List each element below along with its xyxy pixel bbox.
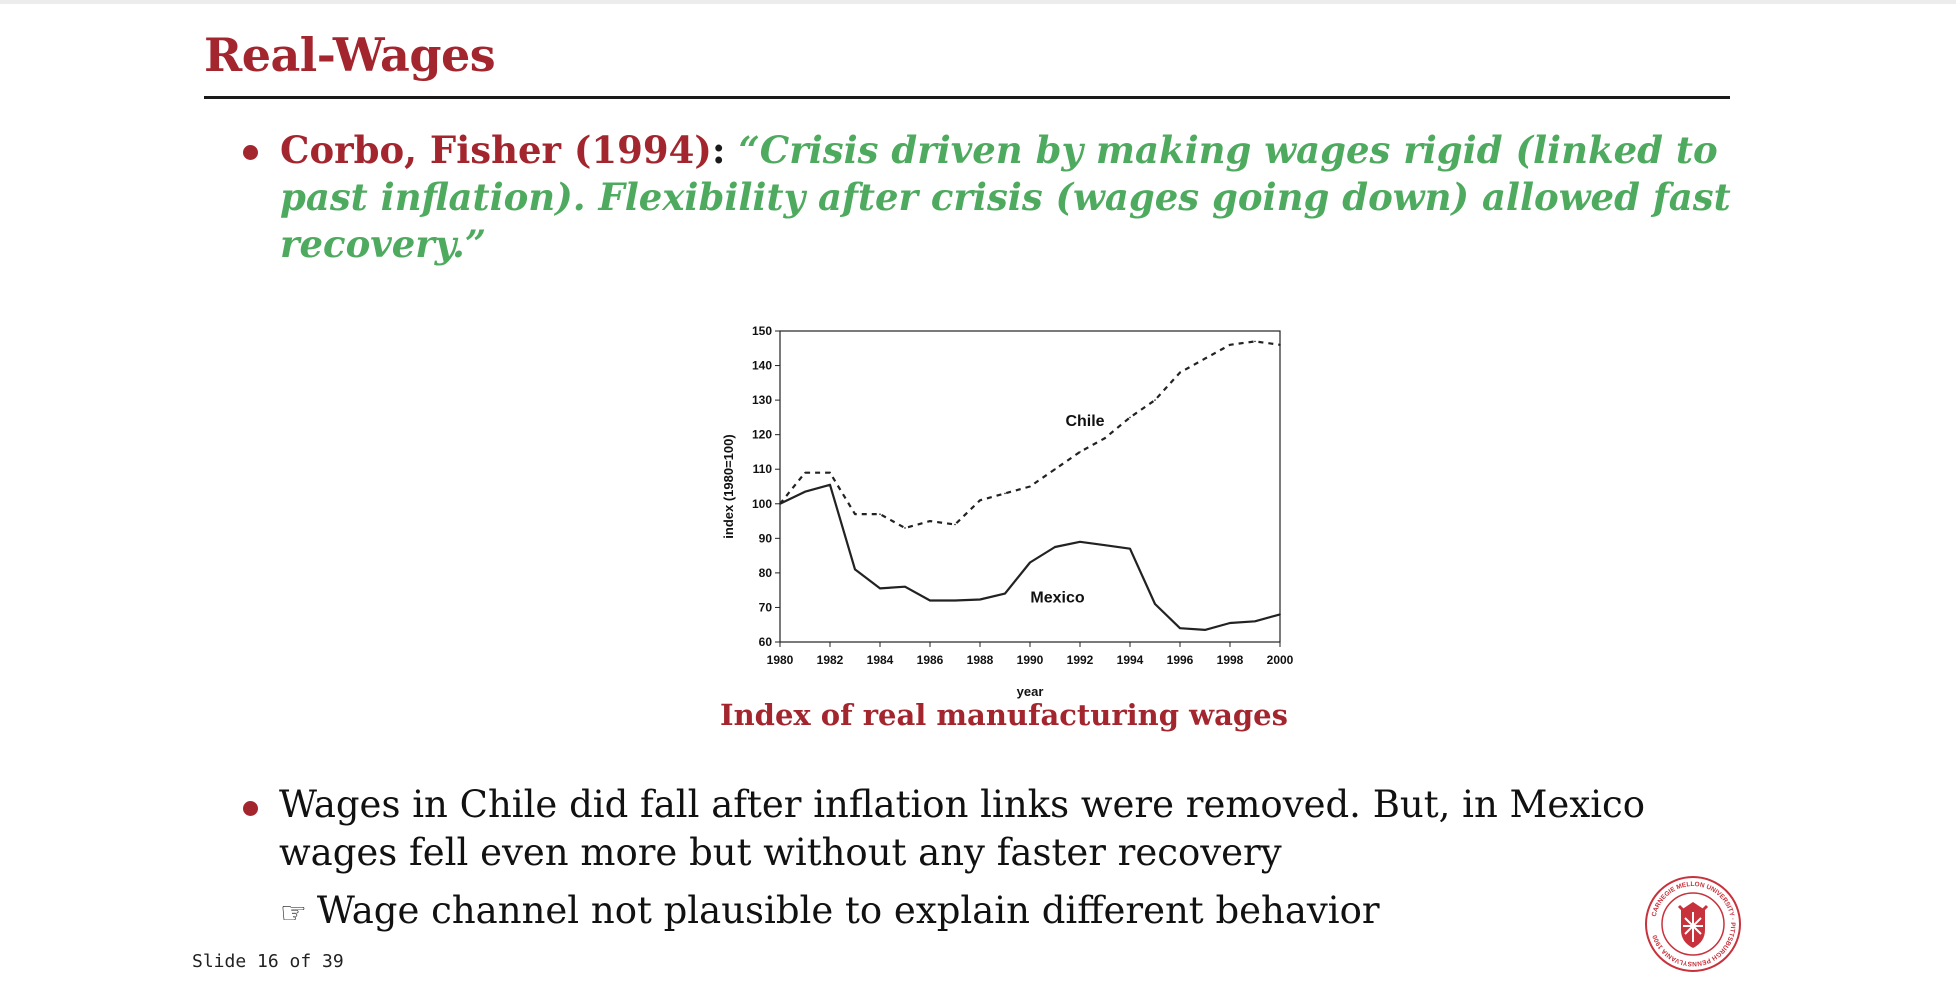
y-tick-label: 110 [753,462,773,476]
x-tick-label: 1992 [1067,653,1094,667]
chart-caption: Index of real manufacturing wages [720,698,1288,732]
data-point-mexico [929,599,931,602]
data-point-mexico [779,502,781,505]
data-point-chile [1029,485,1031,488]
data-point-chile [1254,340,1256,343]
slide-title: Real-Wages [204,28,496,82]
series-label-chile: Chile [1065,413,1104,430]
data-point-chile [879,513,881,515]
bullet-2: Wages in Chile did fall after inflation … [279,783,1646,874]
data-point-mexico [829,483,831,486]
bullet-1: Corbo, Fisher (1994): “Crisis driven by … [280,127,1740,268]
x-tick-label: 1988 [967,653,994,667]
x-tick-label: 1980 [767,653,794,667]
data-point-mexico [1229,622,1231,624]
y-tick-label: 130 [752,393,772,407]
data-point-chile [1079,451,1081,453]
x-tick-label: 1984 [867,653,894,667]
carnegie-mellon-seal-icon: CARNEGIE MELLON UNIVERSITY · PITTSBURGH … [1645,876,1741,972]
y-tick-label: 70 [759,600,773,614]
data-point-chile [1154,399,1156,401]
data-point-mexico [1104,544,1106,547]
title-divider [204,96,1730,99]
data-point-chile [1204,357,1206,360]
y-tick-label: 80 [759,566,773,580]
data-point-mexico [1054,546,1056,548]
data-point-chile [804,471,806,474]
data-point-chile [979,499,981,502]
data-point-chile [1054,468,1056,471]
y-tick-label: 100 [752,497,772,511]
data-point-mexico [1179,627,1181,629]
x-tick-label: 1996 [1167,653,1194,667]
data-point-chile [954,523,956,526]
series-line-mexico [779,483,1281,631]
chart-svg: 60 70 80 90 100 110 120 130 140 150 1980 1982 1984 19… [721,324,1294,699]
y-axis-label: index (1980=100) [721,434,736,538]
pointing-hand-icon: ☞ [280,896,307,931]
slide-counter: Slide 16 of 39 [192,951,344,972]
top-border [0,0,1956,4]
data-point-chile [1104,437,1106,439]
data-point-chile [1229,344,1231,346]
data-point-chile [1004,492,1006,495]
data-point-mexico [1204,629,1206,631]
y-tick-label: 140 [752,359,772,373]
data-point-chile [1179,371,1181,374]
data-point-mexico [1079,540,1081,543]
data-point-mexico [879,587,881,590]
bullet-dot [243,145,258,160]
data-point-mexico [904,585,906,588]
data-point-chile [1279,344,1281,346]
x-tick-label: 1994 [1117,653,1144,667]
x-tick-label: 2000 [1267,653,1294,667]
x-axis-label: year [1017,684,1044,699]
x-tick-label: 1990 [1017,653,1044,667]
y-tick-label: 150 [752,324,772,338]
x-tick-label: 1986 [917,653,944,667]
y-tick-label: 90 [759,531,773,545]
data-point-chile [929,520,931,522]
data-point-chile [829,471,831,474]
y-tick-label: 120 [752,428,772,442]
data-point-chile [904,527,906,529]
sub-bullet-text: Wage channel not plausible to explain di… [316,889,1380,932]
citation-separator: : [711,128,726,172]
sub-bullet: ☞ Wage channel not plausible to explain d… [280,887,1380,938]
data-point-mexico [1029,561,1031,564]
data-point-mexico [1254,620,1256,623]
data-point-mexico [979,598,981,601]
data-point-mexico [954,599,956,602]
wage-index-chart: 60 70 80 90 100 110 120 130 140 150 1980 1982 1984 19… [700,318,1320,708]
series-line-chile [779,340,1281,530]
y-tick-label: 60 [759,635,773,649]
x-tick-label: 1982 [817,653,844,667]
data-point-mexico [1129,547,1131,550]
series-label-mexico: Mexico [1030,589,1084,606]
data-point-chile [1129,416,1131,419]
data-point-mexico [1004,592,1006,595]
data-point-mexico [1154,603,1156,605]
data-point-mexico [804,490,806,493]
x-tick-label: 1998 [1217,653,1244,667]
data-point-chile [854,513,856,515]
citation: Corbo, Fisher (1994) [280,128,712,172]
data-point-mexico [1279,613,1281,616]
data-point-mexico [854,568,856,571]
bullet-dot [243,801,258,816]
quote-text: “Crisis driven by making wages rigid (li… [280,128,1731,266]
